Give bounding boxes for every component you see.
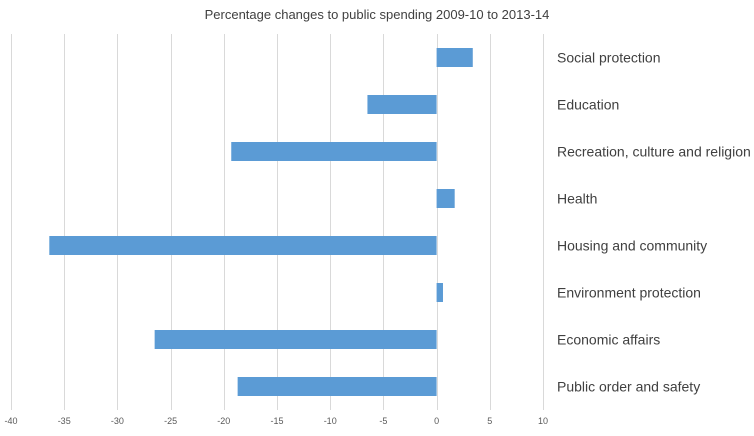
grid-lines bbox=[11, 34, 544, 410]
x-tick-label: -35 bbox=[58, 416, 71, 426]
category-label: Housing and community bbox=[557, 238, 707, 254]
x-tick-label: -10 bbox=[324, 416, 337, 426]
bars bbox=[49, 48, 473, 396]
bar bbox=[49, 236, 437, 255]
chart-title: Percentage changes to public spending 20… bbox=[204, 7, 550, 22]
category-label: Health bbox=[557, 191, 597, 207]
bar bbox=[436, 48, 473, 67]
bar bbox=[237, 377, 437, 396]
x-tick-label: -40 bbox=[4, 416, 17, 426]
x-tick-label: -15 bbox=[270, 416, 283, 426]
bar bbox=[231, 142, 437, 161]
x-tick-label: 5 bbox=[487, 416, 492, 426]
x-tick-label: -5 bbox=[379, 416, 387, 426]
category-label: Social protection bbox=[557, 50, 661, 66]
category-label: Economic affairs bbox=[557, 332, 660, 348]
x-tick-label: -20 bbox=[217, 416, 230, 426]
x-tick-label: -25 bbox=[164, 416, 177, 426]
category-label: Public order and safety bbox=[557, 379, 700, 395]
category-label: Recreation, culture and religion bbox=[557, 144, 751, 160]
bar bbox=[154, 330, 437, 349]
category-label: Education bbox=[557, 97, 619, 113]
category-label: Environment protection bbox=[557, 285, 701, 301]
x-tick-label: 0 bbox=[434, 416, 439, 426]
x-tick-label: -30 bbox=[111, 416, 124, 426]
x-tick-label: 10 bbox=[538, 416, 548, 426]
bar bbox=[367, 95, 437, 114]
x-axis-ticks: -40 -35 -30 -25 -20 -15 -10 -5 0 5 10 bbox=[4, 416, 548, 426]
bar bbox=[436, 189, 455, 208]
category-labels: Social protection Education Recreation, cu… bbox=[557, 50, 751, 395]
bar bbox=[436, 283, 443, 302]
